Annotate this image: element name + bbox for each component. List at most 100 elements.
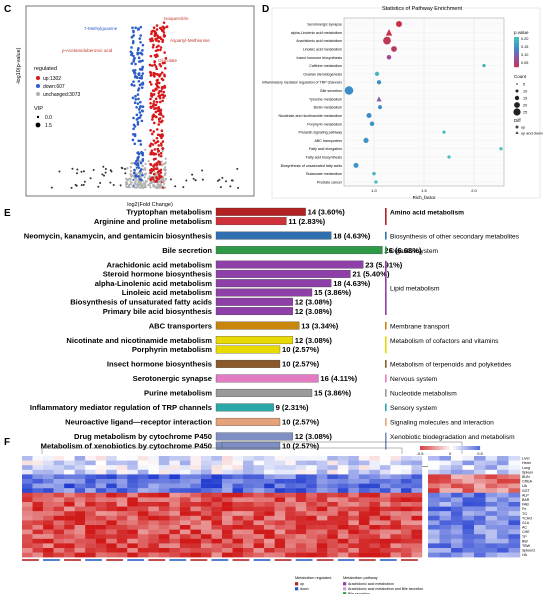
point-outlier [132,184,135,187]
heatmap-cell [337,469,349,475]
column-annotation-mark [169,559,187,561]
pvalue-legend-tick: 0.10 [521,53,528,57]
point-unchanged [164,162,167,165]
point-down [130,62,134,65]
heatmap-cell [64,538,75,544]
point-up [159,48,162,52]
heatmap-cell [428,488,440,493]
point-up [161,78,165,82]
heatmap-cell [74,543,86,549]
heatmap-cell [369,479,381,484]
heatmap-cell [264,502,275,507]
heatmap-cell [64,483,75,489]
heatmap-cell [158,543,170,549]
heatmap-cell [74,479,86,484]
heatmap-cell [106,538,117,544]
bar-label: Porphyrin metabolism [132,345,212,354]
heatmap-cell [74,483,86,489]
point-up [156,150,160,153]
heatmap-cell [22,515,33,521]
point-down [135,105,138,109]
bar [215,345,281,354]
category-label: Biosynthesis of other secondary metaboli… [390,233,520,240]
bar-value-label: 26 (6.68%) [384,246,422,255]
heatmap-cell [295,548,307,553]
heatmap-cell [428,511,440,516]
heatmap-cell [211,529,223,535]
heatmap-cell [64,460,75,466]
category-label: Metabolism of terpenoids and polyketides [390,362,512,369]
heatmap-cell [95,497,107,503]
heatmap-cell [85,465,96,470]
point-up [159,46,163,49]
heatmap-cell [428,506,440,512]
y-tick-label: Inflammatory mediator regulation of TRP … [262,81,342,85]
heatmap-cell [22,502,33,507]
point-outlier [92,169,95,172]
heatmap-cell [306,520,317,526]
point-up [157,40,161,43]
category-label: Membrane transport [390,323,450,330]
point-up [151,143,155,146]
heatmap-cell [264,515,275,521]
point-down [141,153,145,157]
point-outlier [76,168,79,171]
point-down [137,79,141,83]
point-unchanged [149,186,152,189]
point-down [137,155,140,159]
pvalue-gradient-step [514,61,519,65]
bar [215,231,332,240]
heatmap-cell [222,465,233,470]
heatmap-cell [200,543,212,549]
point-up [156,34,159,38]
heatmap-cell [390,497,402,503]
heatmap-cell [508,520,521,526]
heatmap-cell [379,515,391,521]
heatmap-cell [116,474,128,480]
point-up [149,54,153,58]
diff-legend-entry: up and down [521,132,543,136]
heatmap-cell [169,483,181,489]
pvalue-gradient-step [514,37,519,41]
point-up [160,71,164,74]
volcano-plot-panel: CIsoquercitrin7-MethylguanineAspartyl-Me… [4,4,255,208]
heatmap-cell [369,529,381,535]
heatmap-cell [337,552,349,558]
bar-label: Neomycin, kanamycin, and gentamicin bios… [24,231,212,240]
point-down [141,43,145,47]
heatmap-cell [497,511,509,516]
heatmap-cell [169,543,181,549]
heatmap-cell [390,552,402,558]
heatmap-cell [148,460,160,466]
point-unchanged [163,179,166,182]
point-down [130,35,134,39]
heatmap-cell [462,502,475,507]
heatmap-cell [137,497,149,503]
heatmap-cell [462,479,475,484]
heatmap-cell [316,515,328,521]
heatmap-cell [95,483,107,489]
point-unchanged [164,169,167,172]
color-scale-step [459,446,463,450]
heatmap-cell [74,469,86,475]
heatmap-cell [127,525,138,530]
heatmap-cell [428,492,440,498]
heatmap-cell [274,474,286,480]
heatmap-cell [85,488,96,493]
point-unchanged [154,186,158,189]
heatmap-cell [400,483,412,489]
heatmap-cell [22,543,33,549]
heatmap-cell [116,492,128,498]
heatmap-cell [179,488,191,493]
heatmap-cell [43,492,54,498]
heatmap-cell [22,479,33,484]
heatmap-cell [390,492,402,498]
heatmap-cell [264,460,275,466]
heatmap-cell [232,502,244,507]
heatmap-cell [116,460,128,466]
heatmap-cell [200,502,212,507]
point-up [163,67,167,70]
enrichment-point [391,46,397,52]
heatmap-cell [74,492,86,498]
heatmap-cell [497,488,509,493]
